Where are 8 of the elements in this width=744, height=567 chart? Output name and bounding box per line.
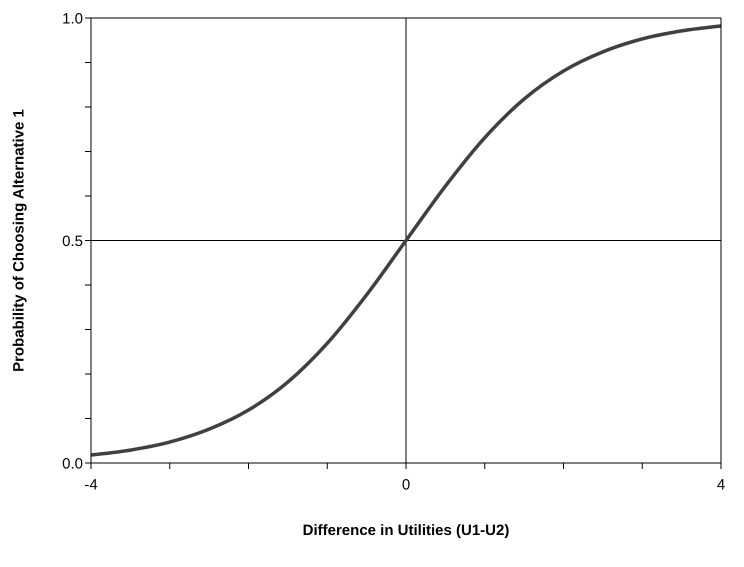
x-tick-label: 0 [402, 476, 410, 494]
x-tick-label: -4 [84, 476, 98, 494]
y-tick-label: 0.0 [62, 455, 83, 472]
y-axis-title: Probability of Choosing Alternative 1 [10, 109, 28, 372]
x-axis-title: Difference in Utilities (U1-U2) [302, 522, 510, 539]
x-tick-label: 4 [716, 476, 726, 494]
y-tick-label: 1.0 [62, 10, 83, 28]
y-tick-label: 0.5 [62, 232, 83, 250]
